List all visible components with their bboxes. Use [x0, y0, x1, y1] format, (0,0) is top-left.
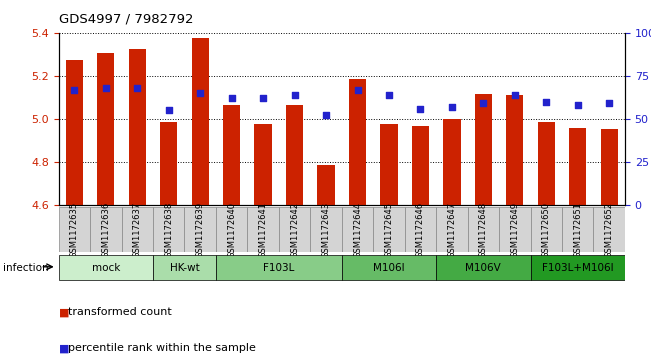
Point [227, 95, 237, 101]
Bar [129, 49, 146, 205]
Text: F103L+M106I: F103L+M106I [542, 263, 614, 273]
Bar [538, 122, 555, 205]
Text: M106V: M106V [465, 263, 501, 273]
Bar [594, 207, 625, 252]
Text: percentile rank within the sample: percentile rank within the sample [68, 343, 256, 354]
Text: GSM1172641: GSM1172641 [258, 201, 268, 258]
Text: GSM1172652: GSM1172652 [605, 201, 614, 258]
Point [163, 107, 174, 113]
Bar [191, 38, 209, 205]
Text: transformed count: transformed count [68, 307, 172, 317]
Text: GSM1172643: GSM1172643 [322, 201, 331, 258]
Point [195, 90, 205, 96]
Bar [59, 207, 90, 252]
Bar [97, 53, 115, 205]
Bar [380, 124, 398, 205]
Bar [443, 119, 460, 205]
Bar [342, 256, 436, 280]
Bar [531, 207, 562, 252]
Bar [311, 207, 342, 252]
Point [510, 92, 520, 98]
Text: GSM1172650: GSM1172650 [542, 201, 551, 258]
Bar [569, 127, 587, 205]
Point [352, 87, 363, 93]
Bar [601, 129, 618, 205]
Bar [467, 207, 499, 252]
Text: GSM1172642: GSM1172642 [290, 201, 299, 258]
Bar [90, 207, 122, 252]
Text: GSM1172651: GSM1172651 [574, 201, 582, 258]
Text: HK-wt: HK-wt [169, 263, 199, 273]
Bar [506, 95, 523, 205]
Text: GDS4997 / 7982792: GDS4997 / 7982792 [59, 13, 193, 26]
Bar [153, 207, 184, 252]
Bar [216, 207, 247, 252]
Text: F103L: F103L [263, 263, 294, 273]
Bar [412, 126, 429, 205]
Bar [342, 207, 373, 252]
Bar [286, 105, 303, 205]
Bar [436, 207, 467, 252]
Text: GSM1172645: GSM1172645 [385, 201, 393, 258]
Bar [216, 256, 342, 280]
Text: GSM1172640: GSM1172640 [227, 201, 236, 258]
Text: GSM1172644: GSM1172644 [353, 201, 362, 258]
Text: GSM1172639: GSM1172639 [196, 201, 204, 258]
Bar [160, 122, 177, 205]
Text: M106I: M106I [373, 263, 405, 273]
Bar [66, 60, 83, 205]
Point [383, 92, 394, 98]
Bar [318, 165, 335, 205]
Bar [59, 256, 153, 280]
Text: GSM1172638: GSM1172638 [164, 201, 173, 258]
Text: mock: mock [92, 263, 120, 273]
Bar [373, 207, 405, 252]
Bar [184, 207, 216, 252]
Bar [349, 79, 366, 205]
Point [132, 85, 143, 91]
Point [541, 99, 551, 105]
Text: GSM1172647: GSM1172647 [447, 201, 456, 258]
Bar [122, 207, 153, 252]
Point [572, 102, 583, 108]
Bar [223, 105, 240, 205]
Text: GSM1172648: GSM1172648 [479, 201, 488, 258]
Text: GSM1172637: GSM1172637 [133, 201, 142, 258]
Bar [475, 94, 492, 205]
Bar [499, 207, 531, 252]
Point [478, 101, 488, 106]
Text: GSM1172636: GSM1172636 [102, 201, 110, 258]
Point [100, 85, 111, 91]
Bar [531, 256, 625, 280]
Text: GSM1172649: GSM1172649 [510, 201, 519, 258]
Bar [247, 207, 279, 252]
Text: GSM1172635: GSM1172635 [70, 201, 79, 258]
Bar [436, 256, 531, 280]
Bar [255, 124, 271, 205]
Point [289, 92, 299, 98]
Bar [279, 207, 311, 252]
Text: ■: ■ [59, 343, 69, 354]
Text: infection: infection [3, 263, 49, 273]
Point [447, 104, 457, 110]
Text: GSM1172646: GSM1172646 [416, 201, 425, 258]
Point [258, 95, 268, 101]
Bar [405, 207, 436, 252]
Bar [153, 256, 216, 280]
Bar [562, 207, 594, 252]
Text: ■: ■ [59, 307, 69, 317]
Point [415, 106, 426, 111]
Point [321, 113, 331, 118]
Point [604, 101, 615, 106]
Point [69, 87, 79, 93]
